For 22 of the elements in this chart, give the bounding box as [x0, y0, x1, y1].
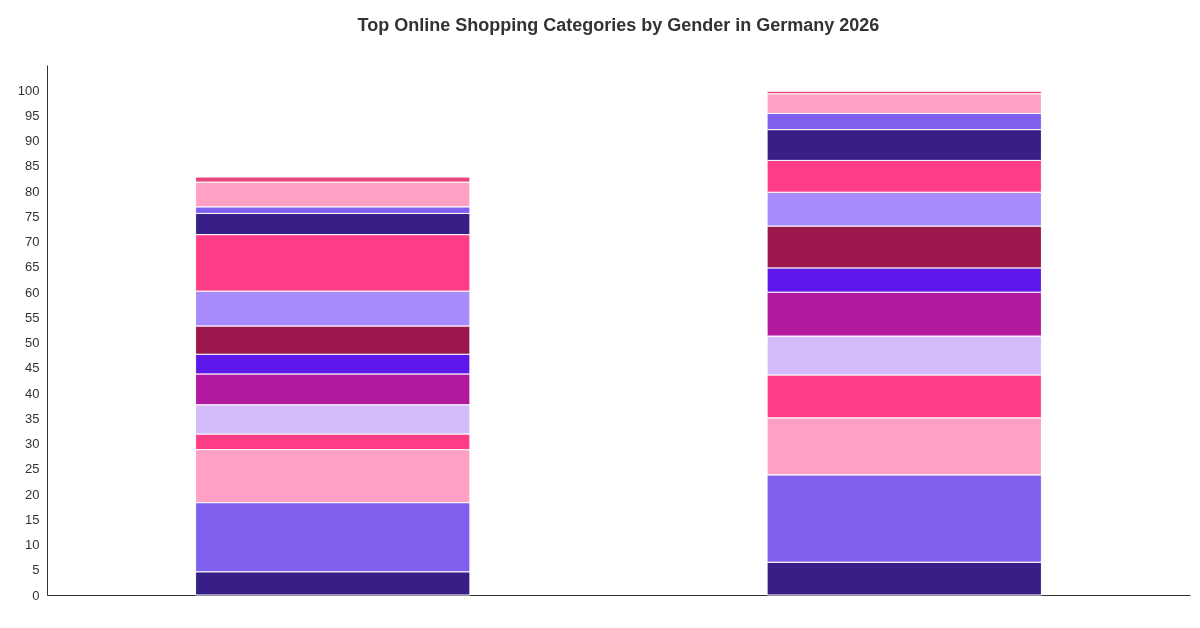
y-tick-label: 10 — [25, 537, 40, 553]
y-tick-label: 90 — [25, 133, 40, 149]
y-tick-label: 35 — [25, 410, 40, 426]
y-tick-label: 85 — [25, 158, 40, 174]
chart-title: Top Online Shopping Categories by Gender in Germany 2026 — [357, 15, 880, 35]
y-tick-label: 55 — [25, 309, 40, 325]
y-tick-label: 60 — [25, 284, 40, 300]
y-tick-label: 40 — [25, 385, 40, 401]
y-tick-label: 30 — [25, 436, 40, 452]
y-tick-label: 100 — [17, 82, 40, 98]
y-tick-label: 20 — [25, 486, 40, 502]
y-tick-label: 80 — [25, 183, 40, 199]
y-tick-label: 75 — [25, 208, 40, 224]
y-tick-label: 95 — [25, 107, 40, 123]
y-tick-label: 45 — [25, 360, 40, 376]
y-tick-label: 15 — [25, 511, 40, 527]
y-tick-label: 0 — [32, 587, 40, 603]
y-tick-label: 65 — [25, 259, 40, 275]
y-tick-label: 25 — [25, 461, 40, 477]
y-tick-label: 50 — [25, 335, 40, 351]
y-tick-label: 70 — [25, 234, 40, 250]
y-tick-label: 5 — [32, 562, 40, 578]
